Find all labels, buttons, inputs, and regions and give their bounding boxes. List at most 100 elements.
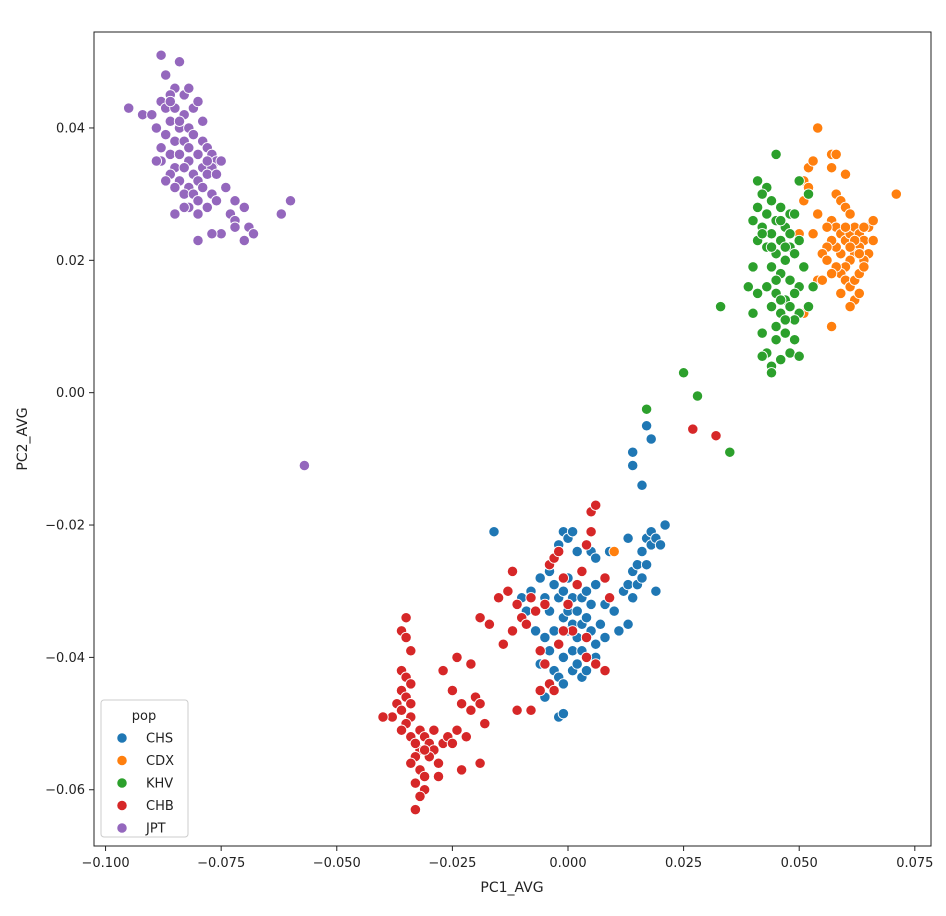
legend-label-jpt: JPT [145, 822, 166, 837]
point-jpt-70 [275, 208, 287, 220]
point-khv-50 [714, 300, 727, 313]
point-khv-13 [788, 208, 801, 220]
point-jpt-24 [187, 128, 200, 141]
point-jpt-65 [215, 228, 227, 240]
point-chb-46 [437, 664, 449, 677]
point-chb-54 [520, 618, 533, 630]
point-khv-61 [784, 228, 796, 240]
point-khv-6 [765, 195, 778, 207]
point-cdx-62 [608, 545, 620, 558]
point-jpt-20 [150, 122, 163, 134]
point-chb-10 [395, 704, 408, 716]
point-jpt-71 [284, 195, 297, 207]
point-chb-40 [479, 717, 491, 730]
point-chb-74 [534, 684, 546, 697]
point-chb-60 [553, 545, 565, 558]
point-jpt-79 [201, 155, 213, 167]
point-chb-39 [474, 757, 486, 769]
x-tick-label-6: 0.050 [781, 856, 818, 871]
legend: pop CHS CDX KHV CHB JPT [100, 699, 189, 838]
point-khv-52 [756, 327, 768, 339]
point-chb-83 [580, 631, 593, 644]
point-cdx-61 [853, 287, 865, 300]
point-cdx-43 [858, 261, 870, 273]
point-chb-57 [539, 598, 551, 611]
point-chb-62 [562, 598, 574, 611]
point-chb-25 [409, 777, 422, 789]
point-khv-7 [775, 201, 787, 214]
point-chb-56 [529, 605, 542, 617]
point-jpt-22 [169, 135, 181, 147]
point-khv-60 [775, 214, 787, 227]
point-chb-27 [414, 790, 426, 803]
point-khv-23 [779, 254, 791, 266]
point-chb-2 [400, 631, 412, 644]
point-chb-81 [599, 572, 611, 584]
point-khv-64 [775, 294, 787, 306]
x-axis-label: PC1_AVG [480, 880, 543, 896]
point-jpt-75 [183, 142, 195, 154]
point-chs-58 [622, 618, 634, 630]
legend-marker-chb [116, 799, 128, 812]
point-khv-65 [765, 241, 778, 253]
point-khv-51 [747, 307, 759, 319]
point-chb-6 [405, 678, 417, 690]
point-chb-78 [557, 625, 570, 637]
point-khv-62 [779, 241, 791, 253]
point-khv-63 [770, 274, 782, 286]
point-chb-71 [539, 658, 551, 670]
point-jpt-6 [183, 82, 195, 94]
point-chs-29 [580, 612, 593, 624]
point-chs-37 [599, 631, 611, 644]
point-chs-72 [650, 585, 662, 597]
point-chs-21 [571, 605, 583, 617]
point-khv-19 [793, 234, 805, 247]
point-khv-4 [802, 188, 815, 200]
point-chb-45 [446, 684, 459, 697]
point-chb-35 [446, 737, 459, 750]
point-jpt-77 [150, 155, 163, 167]
point-chb-86 [483, 618, 496, 630]
point-cdx-47 [825, 267, 838, 280]
point-chb-29 [432, 770, 445, 783]
point-chb-93 [418, 744, 431, 756]
point-chs-2 [534, 572, 546, 584]
point-chb-77 [553, 638, 565, 650]
point-cdx-46 [816, 274, 828, 286]
point-chb-76 [511, 704, 523, 716]
point-jpt-31 [192, 148, 204, 161]
point-chs-63 [636, 545, 648, 558]
point-chb-12 [386, 711, 398, 723]
point-khv-53 [798, 261, 810, 273]
point-chs-35 [594, 618, 607, 630]
point-chs-73 [622, 532, 634, 544]
x-tick-label-1: −0.075 [197, 856, 245, 871]
x-tick-label-3: −0.025 [428, 856, 476, 871]
point-khv-66 [756, 228, 768, 240]
point-chs-83 [539, 631, 551, 644]
point-cdx-51 [807, 228, 819, 240]
point-chs-49 [557, 707, 570, 720]
point-khv-59 [724, 446, 736, 458]
point-chs-70 [654, 539, 667, 551]
point-chs-33 [590, 638, 602, 650]
plot-area [94, 32, 931, 846]
point-cdx-24 [867, 214, 879, 227]
point-khv-14 [747, 214, 759, 227]
point-chb-91 [405, 698, 417, 710]
point-khv-37 [770, 320, 782, 333]
point-jpt-21 [160, 128, 172, 141]
plot-frame [93, 31, 932, 847]
point-chs-34 [590, 578, 602, 591]
point-khv-25 [765, 261, 778, 273]
point-jpt-40 [215, 155, 227, 167]
points-layer [123, 49, 902, 816]
point-cdx-6 [825, 162, 838, 174]
legend-marker-jpt [116, 822, 128, 834]
point-khv-57 [691, 390, 704, 402]
point-khv-49 [751, 287, 764, 300]
point-jpt-61 [229, 221, 241, 233]
point-cdx-50 [835, 287, 847, 300]
point-jpt-54 [192, 195, 204, 207]
point-khv-54 [802, 300, 815, 313]
